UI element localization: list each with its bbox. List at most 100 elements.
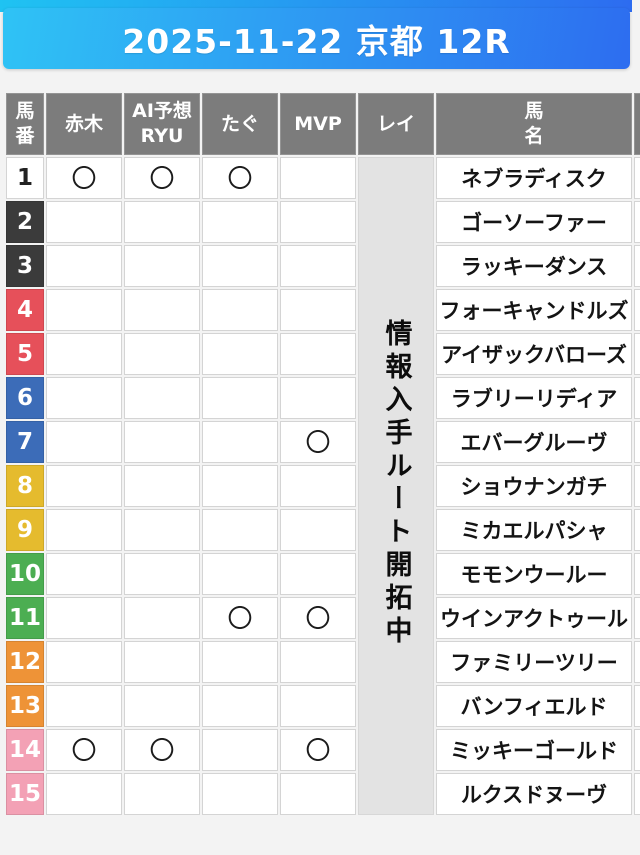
prediction-table-wrap: 馬番赤木 AI予想 RYU たぐ MVP レイ馬名 1 〇〇〇情報入手ルート開拓中 ネブラディ… bbox=[4, 91, 640, 817]
race-title: 2025-11-22 京都 12R bbox=[122, 21, 511, 61]
mark-cell-ai-yosou-ryu bbox=[124, 509, 200, 551]
horse-name-cell: エバーグルーヴ bbox=[436, 421, 632, 463]
mark-cell-mvp bbox=[280, 465, 356, 507]
mark-cell-ai-yosou-ryu: 〇 bbox=[124, 729, 200, 771]
mark-cell-tagu bbox=[202, 465, 278, 507]
cutoff-cell bbox=[634, 245, 640, 287]
mark-cell-tagu: 〇 bbox=[202, 157, 278, 199]
horse-number-cell: 13 bbox=[6, 685, 44, 727]
horse-number-cell: 14 bbox=[6, 729, 44, 771]
cutoff-cell bbox=[634, 377, 640, 419]
horse-name-cell: バンフィエルド bbox=[436, 685, 632, 727]
cutoff-cell bbox=[634, 729, 640, 771]
table-row: 3 ラッキーダンス bbox=[6, 245, 640, 287]
column-header-ai-yosou-ryu: AI予想 RYU bbox=[124, 93, 200, 155]
cutoff-cell bbox=[634, 509, 640, 551]
mark-cell-ai-yosou-ryu bbox=[124, 377, 200, 419]
column-header-mvp: MVP bbox=[280, 93, 356, 155]
horse-name-cell: ウインアクトゥール bbox=[436, 597, 632, 639]
mark-cell-tagu bbox=[202, 421, 278, 463]
horse-name-cell: ラッキーダンス bbox=[436, 245, 632, 287]
horse-name-cell: ゴーソーファー bbox=[436, 201, 632, 243]
horse-number-cell: 5 bbox=[6, 333, 44, 375]
horse-name-cell: ルクスドヌーヴ bbox=[436, 773, 632, 815]
mark-cell-tagu bbox=[202, 333, 278, 375]
table-row: 12 ファミリーツリー bbox=[6, 641, 640, 683]
horse-number-cell: 15 bbox=[6, 773, 44, 815]
horse-number-cell: 4 bbox=[6, 289, 44, 331]
mark-cell-akagi bbox=[46, 465, 122, 507]
horse-name-cell: アイザックバローズ bbox=[436, 333, 632, 375]
table-row: 8 ショウナンガチ bbox=[6, 465, 640, 507]
mark-cell-tagu bbox=[202, 641, 278, 683]
cutoff-cell bbox=[634, 333, 640, 375]
table-row: 14 〇〇〇ミッキーゴールド bbox=[6, 729, 640, 771]
table-row: 7 〇 エバーグルーヴ bbox=[6, 421, 640, 463]
mark-cell-mvp bbox=[280, 509, 356, 551]
table-head: 馬番赤木 AI予想 RYU たぐ MVP レイ馬名 bbox=[6, 93, 640, 155]
mark-cell-akagi bbox=[46, 641, 122, 683]
column-header-akagi: 赤木 bbox=[46, 93, 122, 155]
table-row: 10 モモンウールー bbox=[6, 553, 640, 595]
mark-cell-mvp: 〇 bbox=[280, 597, 356, 639]
cutoff-cell bbox=[634, 421, 640, 463]
header-row: 馬番赤木 AI予想 RYU たぐ MVP レイ馬名 bbox=[6, 93, 640, 155]
column-header-tagu: たぐ bbox=[202, 93, 278, 155]
mark-cell-ai-yosou-ryu bbox=[124, 773, 200, 815]
mark-cell-akagi bbox=[46, 333, 122, 375]
horse-number-cell: 6 bbox=[6, 377, 44, 419]
horse-number-cell: 10 bbox=[6, 553, 44, 595]
mark-cell-ai-yosou-ryu: 〇 bbox=[124, 157, 200, 199]
rei-overlay-text: 情報入手ルート開拓中 bbox=[380, 319, 412, 649]
table-body: 1 〇〇〇情報入手ルート開拓中 ネブラディスク 2 ゴーソーファー 3 ラッキーダンス 4 フォ… bbox=[6, 157, 640, 815]
table-row: 11 〇〇 ウインアクトゥール bbox=[6, 597, 640, 639]
table-row: 4 フォーキャンドルズ bbox=[6, 289, 640, 331]
mark-cell-mvp: 〇 bbox=[280, 421, 356, 463]
cutoff-cell bbox=[634, 465, 640, 507]
table-row: 15 ルクスドヌーヴ bbox=[6, 773, 640, 815]
mark-cell-tagu bbox=[202, 289, 278, 331]
mark-cell-mvp bbox=[280, 289, 356, 331]
mark-cell-mvp: 〇 bbox=[280, 729, 356, 771]
mark-cell-ai-yosou-ryu bbox=[124, 289, 200, 331]
table-row: 9 ミカエルパシャ bbox=[6, 509, 640, 551]
horse-name-cell: ショウナンガチ bbox=[436, 465, 632, 507]
cutoff-column-header bbox=[634, 93, 640, 155]
horse-number-cell: 7 bbox=[6, 421, 44, 463]
mark-cell-akagi bbox=[46, 377, 122, 419]
horse-number-cell: 3 bbox=[6, 245, 44, 287]
rei-overlay-cell: 情報入手ルート開拓中 bbox=[358, 157, 434, 815]
cutoff-cell bbox=[634, 289, 640, 331]
mark-cell-akagi bbox=[46, 289, 122, 331]
mark-cell-tagu bbox=[202, 201, 278, 243]
mark-cell-mvp bbox=[280, 333, 356, 375]
race-banner: 2025-11-22 京都 12R bbox=[3, 8, 630, 69]
mark-cell-akagi bbox=[46, 685, 122, 727]
cutoff-cell bbox=[634, 597, 640, 639]
horse-name-cell: ミッキーゴールド bbox=[436, 729, 632, 771]
mark-cell-akagi bbox=[46, 773, 122, 815]
table-row: 6 ラブリーリディア bbox=[6, 377, 640, 419]
horse-name-cell: ミカエルパシャ bbox=[436, 509, 632, 551]
mark-cell-tagu: 〇 bbox=[202, 597, 278, 639]
mark-cell-mvp bbox=[280, 641, 356, 683]
mark-cell-ai-yosou-ryu bbox=[124, 421, 200, 463]
mark-cell-akagi bbox=[46, 597, 122, 639]
mark-cell-ai-yosou-ryu bbox=[124, 685, 200, 727]
mark-cell-akagi bbox=[46, 509, 122, 551]
mark-cell-ai-yosou-ryu bbox=[124, 553, 200, 595]
mark-cell-akagi: 〇 bbox=[46, 157, 122, 199]
mark-cell-akagi bbox=[46, 245, 122, 287]
horse-number-cell: 9 bbox=[6, 509, 44, 551]
mark-cell-tagu bbox=[202, 553, 278, 595]
cutoff-cell bbox=[634, 553, 640, 595]
horse-name-cell: ファミリーツリー bbox=[436, 641, 632, 683]
table-row: 2 ゴーソーファー bbox=[6, 201, 640, 243]
mark-cell-akagi: 〇 bbox=[46, 729, 122, 771]
mark-cell-ai-yosou-ryu bbox=[124, 465, 200, 507]
horse-number-cell: 8 bbox=[6, 465, 44, 507]
mark-cell-ai-yosou-ryu bbox=[124, 333, 200, 375]
mark-cell-tagu bbox=[202, 773, 278, 815]
column-header-rei: レイ bbox=[358, 93, 434, 155]
table-row: 5 アイザックバローズ bbox=[6, 333, 640, 375]
